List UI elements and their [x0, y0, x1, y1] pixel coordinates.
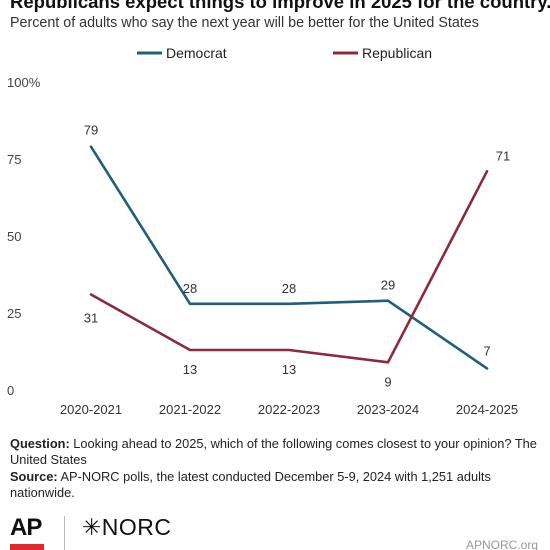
y-tick-label: 0 — [7, 383, 14, 398]
question-note: Question: Looking ahead to 2025, which o… — [10, 436, 540, 468]
data-label-democrat: 29 — [381, 278, 395, 293]
data-label-democrat: 28 — [183, 281, 197, 296]
line-chart: 0 25 50 75 100% 2020-2021 2021-2022 2022-2023 20… — [7, 45, 518, 417]
source-note: Source: AP-NORC polls, the latest conduc… — [10, 469, 540, 501]
source-label: Source: — [10, 469, 58, 484]
x-tick-label: 2022-2023 — [258, 402, 320, 417]
y-tick-label: 50 — [7, 229, 21, 244]
y-tick-label: 25 — [7, 306, 21, 321]
y-tick-label: 75 — [7, 152, 21, 167]
x-tick-label: 2021-2022 — [159, 402, 221, 417]
data-label-republican: 13 — [282, 362, 296, 377]
site-url: APNORC.org — [466, 538, 539, 550]
chart-title: Republicans expect things to improve in … — [10, 0, 550, 12]
data-label-democrat: 28 — [282, 281, 296, 296]
logo-divider — [64, 516, 65, 550]
x-tick-label: 2023-2024 — [357, 402, 419, 417]
source-text: AP-NORC polls, the latest conducted Dece… — [10, 469, 491, 500]
data-label-republican: 71 — [496, 148, 510, 163]
x-tick-label: 2020-2021 — [60, 402, 122, 417]
data-label-republican: 13 — [183, 362, 197, 377]
legend-label-democrat: Democrat — [166, 45, 227, 61]
ap-logo: AP — [10, 514, 42, 541]
data-label-republican: 9 — [384, 374, 391, 389]
series-line-republican — [89, 170, 489, 364]
chart-subtitle: Percent of adults who say the next year … — [10, 15, 479, 31]
question-text: Looking ahead to 2025, which of the foll… — [10, 436, 537, 467]
y-tick-label: 100% — [7, 75, 41, 90]
legend-label-republican: Republican — [362, 45, 432, 61]
data-label-republican: 31 — [84, 311, 98, 326]
data-label-democrat: 7 — [483, 343, 490, 358]
norc-logo: ✳NORC — [82, 514, 172, 540]
ap-logo-underline — [10, 544, 44, 550]
series-line-democrat — [89, 145, 489, 370]
x-tick-label: 2024-2025 — [456, 402, 518, 417]
data-label-democrat: 79 — [84, 123, 98, 138]
question-label: Question: — [10, 436, 70, 451]
